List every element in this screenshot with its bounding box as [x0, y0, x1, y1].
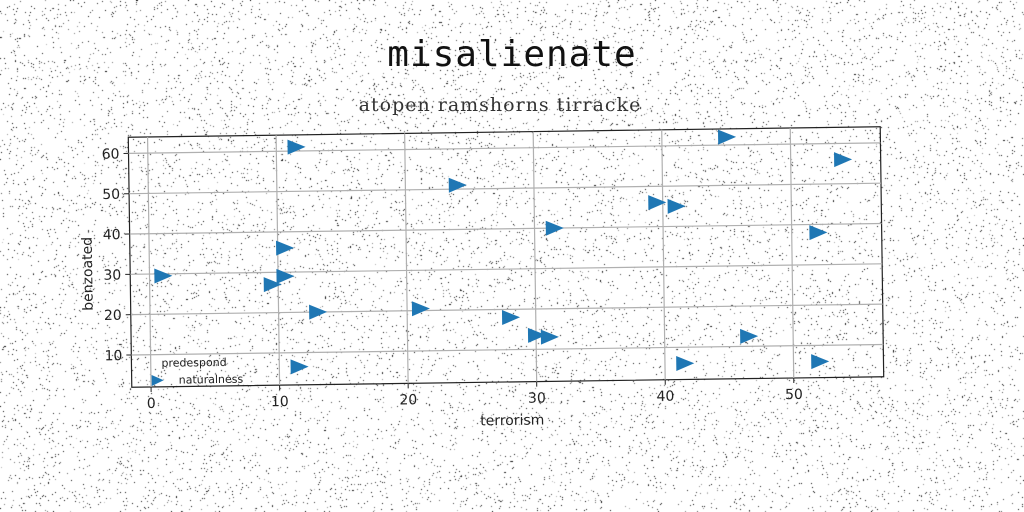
data-point [448, 177, 467, 193]
legend-marker [151, 374, 164, 386]
chart-subtitle: atopen ramshorns tirracke [358, 94, 642, 116]
x-tick-label: 10 [271, 394, 289, 410]
x-grid-line [789, 127, 795, 378]
x-grid-line [532, 131, 538, 382]
legend-title: predespond [161, 356, 226, 370]
x-grid-line [661, 129, 666, 380]
data-point [501, 310, 521, 326]
x-grid-line [146, 136, 152, 387]
data-point [545, 220, 564, 236]
data-point [154, 268, 173, 284]
x-grid-line [404, 133, 409, 384]
data-point [309, 304, 328, 320]
x-grid-line [275, 135, 281, 386]
legend: predespond naturalness [151, 356, 244, 387]
y-axis-label: benzoated [80, 237, 97, 311]
data-point [809, 225, 828, 241]
y-tick-label: 10 [104, 348, 122, 364]
x-axis-ticks: 0 10 20 30 40 50 [147, 377, 803, 412]
x-axis-label: terrorism [480, 412, 544, 429]
data-point [811, 354, 830, 370]
y-grid-line [130, 263, 883, 275]
y-tick-label: 30 [103, 267, 121, 283]
data-point [276, 240, 295, 256]
data-point [287, 139, 306, 155]
data-point [290, 359, 309, 375]
plot-area [127, 126, 885, 388]
data-point [263, 277, 282, 293]
data-point [717, 129, 737, 145]
data-point [648, 195, 667, 211]
grid-lines [128, 127, 884, 387]
x-tick-label: 0 [147, 396, 156, 412]
y-grid-line [128, 142, 881, 154]
chart-title: misalienate [387, 34, 637, 75]
y-tick-label: 50 [102, 187, 120, 203]
data-point [527, 327, 547, 343]
data-point [667, 198, 686, 214]
data-point [834, 152, 853, 168]
data-point [276, 268, 295, 284]
x-tick-label: 50 [785, 387, 803, 403]
y-grid-line [130, 303, 883, 316]
data-point [676, 355, 695, 371]
y-grid-line [129, 222, 882, 235]
x-tick-label: 40 [656, 389, 674, 405]
legend-label: naturalness [179, 373, 244, 387]
y-tick-label: 40 [103, 227, 121, 243]
x-tick-label: 20 [399, 392, 417, 408]
data-point [740, 328, 759, 344]
y-tick-label: 20 [104, 308, 122, 324]
y-tick-label: 60 [102, 147, 120, 163]
y-grid-line [129, 182, 882, 195]
data-point [411, 301, 430, 317]
y-grid-line [131, 343, 884, 356]
x-tick-label: 30 [528, 390, 546, 406]
data-points [154, 129, 853, 375]
y-axis-ticks: 10 20 30 40 50 60 [102, 147, 132, 364]
data-point [540, 329, 559, 345]
